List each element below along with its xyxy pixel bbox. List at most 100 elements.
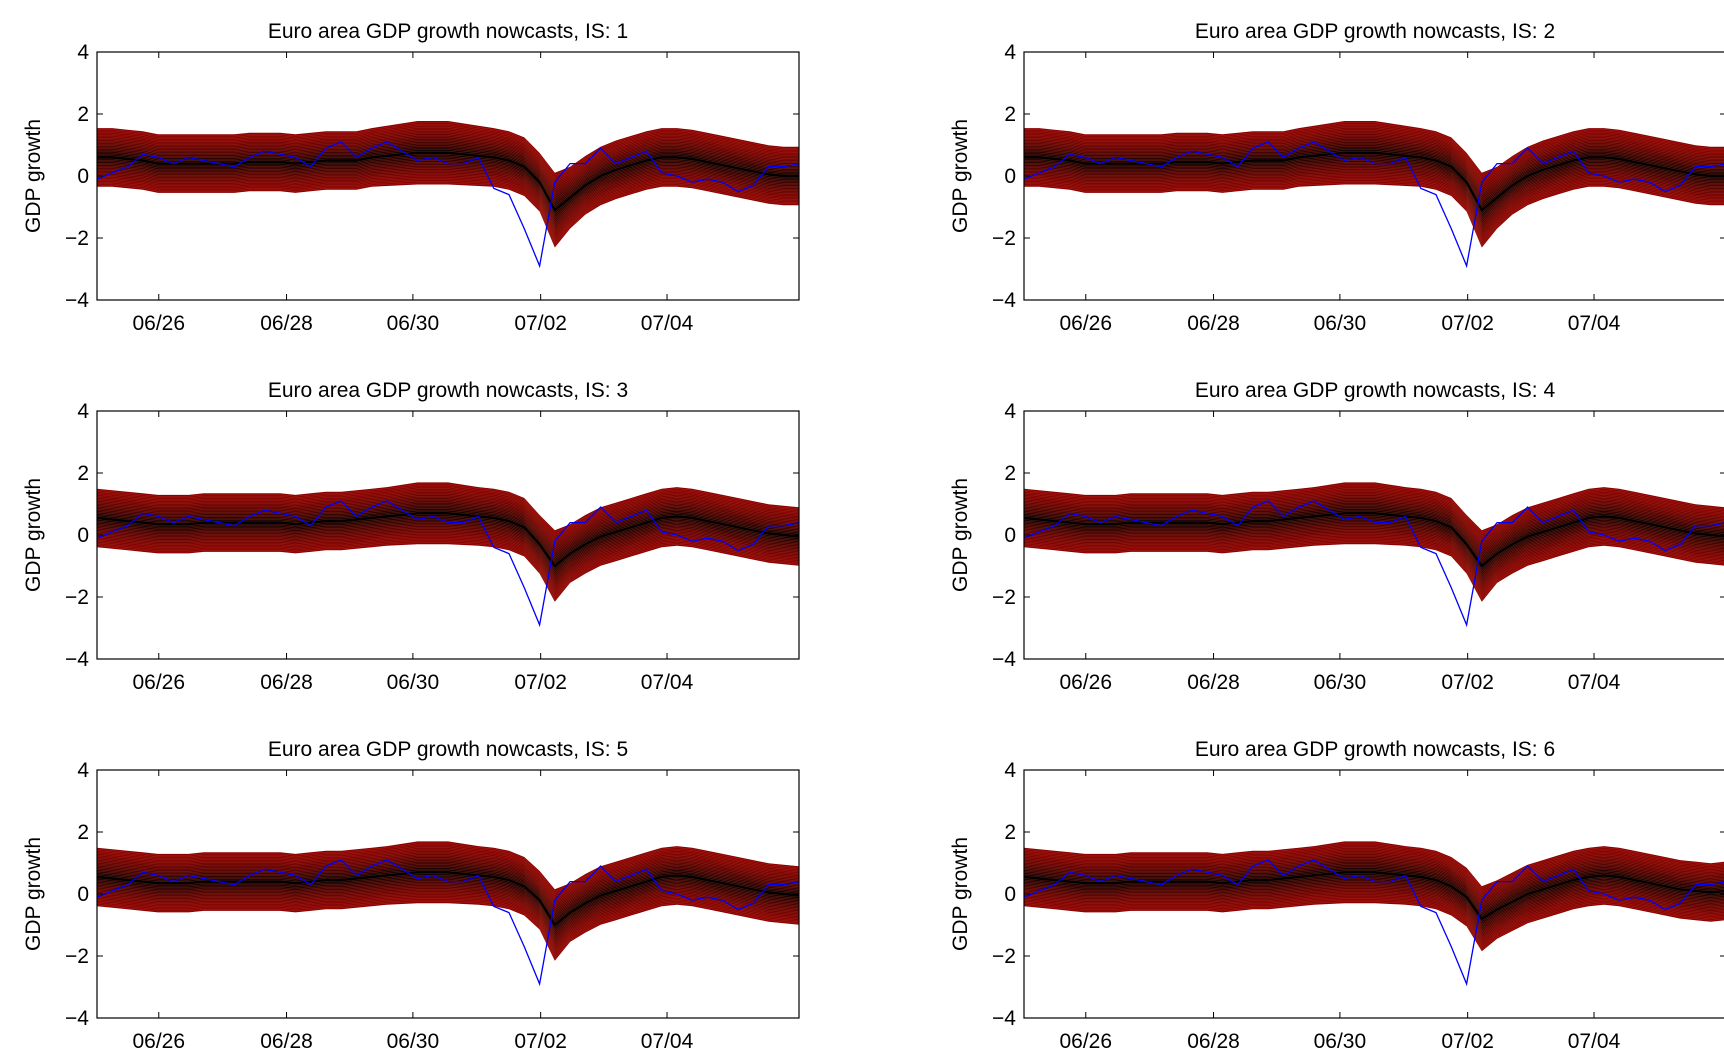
y-tick-label: 2 <box>77 103 89 126</box>
panel-6: −4 −2 0 2 4 06/26 06/28 06/30 07/02 07/04 Euro are… <box>949 738 1724 1053</box>
y-axis-label: GDP growth <box>949 837 972 951</box>
y-tick-label: −4 <box>992 648 1016 671</box>
median-line <box>1024 512 1724 568</box>
y-tick-label: −4 <box>65 1007 89 1030</box>
x-tick-label: 07/04 <box>641 312 694 335</box>
x-tick-label: 06/26 <box>1059 1030 1112 1053</box>
chart-title: Euro area GDP growth nowcasts, IS: 5 <box>268 738 628 761</box>
fan-band <box>97 870 799 928</box>
actual-gdp-line <box>97 859 799 987</box>
x-tick-label: 07/02 <box>1441 671 1494 694</box>
fan-band <box>97 868 799 930</box>
y-tick-label: 4 <box>77 400 89 423</box>
x-tick-label: 06/26 <box>1059 671 1112 694</box>
y-tick-label: 0 <box>77 165 89 188</box>
y-tick-label: 4 <box>77 759 89 782</box>
actual-gdp-line <box>97 141 799 269</box>
x-tick-label: 07/02 <box>514 312 567 335</box>
x-tick-label: 06/28 <box>260 671 313 694</box>
fan-band <box>97 511 799 569</box>
fan-band <box>97 509 799 571</box>
y-tick-label: −2 <box>992 586 1016 609</box>
y-tick-label: −2 <box>65 227 89 250</box>
median-line <box>97 871 799 927</box>
chart-title: Euro area GDP growth nowcasts, IS: 3 <box>268 379 628 402</box>
y-tick-label: −2 <box>992 227 1016 250</box>
y-tick-label: −2 <box>65 586 89 609</box>
x-tick-label: 07/04 <box>641 1030 694 1053</box>
x-tick-label: 06/26 <box>132 1030 185 1053</box>
x-tick-label: 06/26 <box>132 671 185 694</box>
x-tick-label: 06/26 <box>1059 312 1112 335</box>
x-tick-label: 06/30 <box>1314 671 1367 694</box>
y-tick-label: 4 <box>1004 400 1016 423</box>
panel-4: −4 −2 0 2 4 06/26 06/28 06/30 07/02 07/04 Euro are… <box>949 379 1724 694</box>
x-tick-label: 06/30 <box>387 671 440 694</box>
panel-2: −4 −2 0 2 4 06/26 06/28 06/30 07/02 07/04 Euro are… <box>949 20 1724 335</box>
median-line <box>97 151 799 212</box>
y-tick-label: −4 <box>992 289 1016 312</box>
y-tick-label: −2 <box>992 945 1016 968</box>
x-tick-label: 06/30 <box>1314 1030 1367 1053</box>
panel-1: −4 −2 0 2 4 06/26 06/28 06/30 07/02 07/04 Euro are… <box>22 20 800 335</box>
y-axis-label: GDP growth <box>949 478 972 592</box>
x-tick-label: 07/04 <box>1568 1030 1621 1053</box>
x-tick-label: 06/28 <box>1187 312 1240 335</box>
plot-area <box>97 482 799 628</box>
y-tick-label: 2 <box>1004 462 1016 485</box>
actual-gdp-line <box>1024 859 1724 987</box>
actual-gdp-line <box>1024 500 1724 628</box>
plot-area <box>1024 121 1724 269</box>
median-line <box>97 512 799 568</box>
plot-area <box>97 841 799 987</box>
y-tick-label: 2 <box>1004 821 1016 844</box>
actual-gdp-line <box>97 500 799 628</box>
y-axis-label: GDP growth <box>22 119 45 233</box>
plot-area <box>1024 841 1724 987</box>
fan-band <box>1024 150 1724 213</box>
x-tick-label: 06/28 <box>260 312 313 335</box>
panel-5: −4 −2 0 2 4 06/26 06/28 06/30 07/02 07/04 Euro are… <box>22 738 800 1053</box>
x-tick-label: 07/04 <box>1568 671 1621 694</box>
x-tick-label: 07/02 <box>514 1030 567 1053</box>
plot-area <box>1024 482 1724 628</box>
x-tick-label: 06/28 <box>1187 671 1240 694</box>
y-axis-label: GDP growth <box>22 837 45 951</box>
median-line <box>1024 871 1724 921</box>
fan-band <box>97 149 799 215</box>
x-tick-label: 06/28 <box>260 1030 313 1053</box>
fan-band <box>1024 149 1724 215</box>
median-line <box>1024 151 1724 212</box>
y-tick-label: −4 <box>65 648 89 671</box>
y-tick-label: −4 <box>992 1007 1016 1030</box>
y-tick-label: 2 <box>77 462 89 485</box>
y-tick-label: 4 <box>77 41 89 64</box>
panel-3: −4 −2 0 2 4 06/26 06/28 06/30 07/02 07/04 Euro are… <box>22 379 800 694</box>
y-tick-label: 2 <box>1004 103 1016 126</box>
plot-area <box>97 121 799 269</box>
x-tick-label: 07/02 <box>1441 1030 1494 1053</box>
y-tick-label: 0 <box>77 883 89 906</box>
y-tick-label: 0 <box>77 524 89 547</box>
x-tick-label: 07/04 <box>1568 312 1621 335</box>
x-tick-label: 06/26 <box>132 312 185 335</box>
x-tick-label: 07/02 <box>514 671 567 694</box>
y-tick-label: −2 <box>65 945 89 968</box>
chart-title: Euro area GDP growth nowcasts, IS: 2 <box>1195 20 1555 43</box>
x-tick-label: 06/30 <box>1314 312 1367 335</box>
chart-title: Euro area GDP growth nowcasts, IS: 4 <box>1195 379 1556 402</box>
y-tick-label: 0 <box>1004 165 1016 188</box>
y-tick-label: −4 <box>65 289 89 312</box>
x-tick-label: 06/28 <box>1187 1030 1240 1053</box>
y-tick-label: 2 <box>77 821 89 844</box>
y-tick-label: 4 <box>1004 41 1016 64</box>
actual-gdp-line <box>1024 141 1724 269</box>
y-tick-label: 0 <box>1004 883 1016 906</box>
y-tick-label: 4 <box>1004 759 1016 782</box>
chart-title: Euro area GDP growth nowcasts, IS: 6 <box>1195 738 1555 761</box>
y-axis-label: GDP growth <box>22 478 45 592</box>
fan-band <box>1024 870 1724 921</box>
x-tick-label: 07/02 <box>1441 312 1494 335</box>
y-axis-label: GDP growth <box>949 119 972 233</box>
